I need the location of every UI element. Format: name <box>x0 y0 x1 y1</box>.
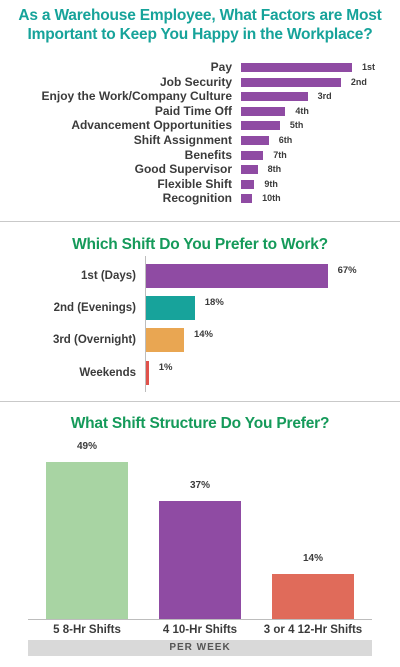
structure-category-label: 4 10-Hr Shifts <box>162 624 238 636</box>
shift-value-label: 14% <box>193 329 213 340</box>
factor-bar <box>241 179 255 189</box>
factor-rank-label: 10th <box>262 193 281 204</box>
factor-bar <box>241 150 264 160</box>
shift-value-label: 18% <box>204 297 224 308</box>
factor-rank-label: 4th <box>295 105 309 116</box>
shift-value-label: 67% <box>337 265 357 276</box>
factor-rank-label: 3rd <box>317 91 332 102</box>
factor-bar <box>241 106 286 116</box>
shift-label: 2nd (Evenings) <box>53 302 136 314</box>
shift-label: 3rd (Overnight) <box>52 334 136 346</box>
factor-label: Recognition <box>162 191 232 206</box>
shift-bar <box>146 361 149 385</box>
factor-bar <box>241 77 341 87</box>
factor-bar <box>241 121 280 131</box>
factor-label: Shift Assignment <box>133 133 232 147</box>
structure-value-label: 49% <box>76 441 97 453</box>
factor-bar <box>241 92 308 102</box>
factor-label: Job Security <box>159 74 232 89</box>
chart3-title: What Shift Structure Do You Prefer? <box>70 415 330 432</box>
factor-label: Good Supervisor <box>134 162 232 177</box>
shift-bar <box>146 328 184 352</box>
factor-rank-label: 2nd <box>350 76 367 87</box>
factor-rank-label: 7th <box>273 149 287 160</box>
structure-bar <box>46 462 128 619</box>
structure-bar <box>272 574 354 619</box>
factor-bar <box>241 136 269 145</box>
chart1-title: As a Warehouse Employee, What Factors ar… <box>18 7 382 43</box>
factor-bar <box>241 165 258 175</box>
shift-label: Weekends <box>79 367 136 379</box>
factor-rank-label: 5th <box>289 120 304 131</box>
factor-bar <box>241 63 352 72</box>
chart3-baseline <box>28 619 372 620</box>
chart2-title: Which Shift Do You Prefer to Work? <box>72 236 328 253</box>
factor-bar <box>241 194 253 204</box>
factor-label: Paid Time Off <box>154 103 232 118</box>
factor-label: Pay <box>210 60 232 74</box>
chart2-axis-line <box>145 256 146 392</box>
factor-label: Enjoy the Work/Company Culture <box>41 89 232 104</box>
factor-label: Flexible Shift <box>157 176 232 191</box>
shift-bar <box>146 296 195 320</box>
structure-category-label: 5 8-Hr Shifts <box>53 624 121 636</box>
structure-bar <box>159 500 241 619</box>
divider-1 <box>0 221 400 222</box>
shift-value-label: 1% <box>158 362 173 373</box>
factor-label: Benefits <box>184 147 232 162</box>
structure-category-label: 3 or 4 12-Hr Shifts <box>263 624 363 636</box>
shift-bar <box>146 264 328 288</box>
shift-label: 1st (Days) <box>81 270 136 282</box>
factor-label: Advancement Opportunities <box>71 118 232 133</box>
x-axis-label: PER WEEK <box>28 640 372 656</box>
factor-rank-label: 8th <box>267 164 282 175</box>
structure-value-label: 37% <box>189 479 210 491</box>
factor-rank-label: 6th <box>278 135 293 145</box>
structure-value-label: 14% <box>302 553 323 565</box>
factor-rank-label: 1st <box>362 62 376 72</box>
divider-2 <box>0 401 400 402</box>
factor-rank-label: 9th <box>264 178 278 189</box>
